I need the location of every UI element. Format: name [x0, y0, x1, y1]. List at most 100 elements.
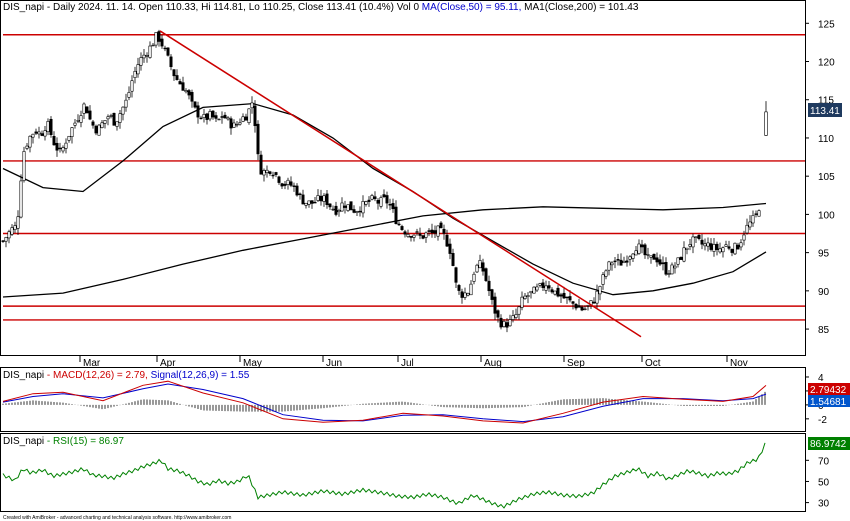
price-y-tick-label: 85 — [818, 325, 830, 336]
candle-body — [703, 243, 707, 247]
candle-body — [424, 232, 428, 238]
candle-body — [259, 154, 263, 175]
rsi-badge: 86.9742 — [808, 437, 850, 450]
candle-body — [463, 292, 467, 298]
candle-body — [232, 122, 236, 128]
candle-body — [532, 286, 536, 294]
candle-body — [382, 194, 386, 198]
candle-body — [337, 210, 341, 213]
candle-body — [247, 108, 251, 123]
candle-body — [295, 185, 299, 196]
candle-body — [352, 209, 356, 213]
candle-body — [472, 273, 476, 282]
candle-body — [25, 145, 29, 149]
price-y-tick-label: 105 — [818, 172, 835, 183]
candle-body — [535, 286, 539, 291]
candle-body — [34, 131, 38, 134]
candle-body — [43, 130, 47, 137]
month-label: Aug — [484, 358, 502, 369]
candle-body — [175, 75, 179, 81]
rsi-header-label: - RSI(15) = 86.97 — [44, 436, 124, 447]
candle-body — [214, 115, 218, 119]
candle-body — [181, 82, 185, 91]
candle-body — [37, 131, 41, 135]
candle-body — [370, 195, 374, 200]
candle-body — [691, 236, 695, 248]
candle-body — [670, 264, 674, 275]
candle-body — [529, 290, 533, 294]
candle-body — [343, 205, 347, 208]
candle-body — [103, 120, 107, 124]
candle-body — [178, 81, 182, 85]
month-label: Oct — [645, 358, 661, 369]
candle-body — [742, 234, 746, 241]
candle-body — [106, 116, 110, 120]
month-labels: Mar Apr May Jun Jul Aug Sep Oct Nov — [79, 355, 748, 369]
candle-body — [616, 259, 620, 261]
candle-body — [169, 56, 173, 68]
macd-y-tick-label: -2 — [818, 415, 827, 426]
candle-body — [580, 306, 584, 311]
candle-body — [277, 176, 281, 183]
moving-averages — [2, 102, 767, 298]
candle-body — [622, 260, 626, 263]
candle-body — [286, 179, 290, 185]
ma50-label: MA(Close,50) = 95.11, — [422, 2, 522, 13]
candle-body — [133, 70, 137, 78]
candle-body — [499, 317, 503, 328]
candle-body — [142, 54, 146, 59]
candle-body — [163, 47, 167, 50]
candle-body — [316, 195, 320, 201]
candle-body — [313, 201, 317, 204]
candle-body — [301, 194, 305, 205]
candle-body — [715, 243, 719, 250]
candle-body — [355, 211, 359, 213]
candlesticks — [1, 29, 768, 333]
candle-body — [613, 260, 617, 263]
candle-body — [496, 310, 500, 318]
candle-body — [283, 183, 287, 186]
candle-body — [697, 234, 701, 239]
candle-body — [307, 200, 311, 205]
candle-body — [346, 204, 350, 211]
candle-body — [439, 222, 443, 229]
candle-body — [241, 116, 245, 122]
candle-body — [328, 203, 332, 208]
candle-body — [379, 197, 383, 207]
candle-body — [58, 147, 62, 150]
candle-body — [598, 286, 602, 295]
candle-body — [40, 133, 44, 136]
candle-body — [727, 246, 731, 249]
candle-body — [607, 261, 611, 271]
candle-body — [541, 282, 545, 288]
candle-body — [49, 118, 53, 135]
candle-body — [112, 112, 116, 126]
price-y-tick-label: 100 — [818, 210, 835, 221]
candle-body — [202, 114, 206, 118]
month-label: Sep — [567, 358, 585, 369]
candle-body — [457, 285, 461, 291]
candle-body — [412, 234, 416, 238]
candle-body — [109, 115, 113, 117]
candle-body — [520, 296, 524, 308]
candle-body — [367, 199, 371, 202]
candle-body — [7, 231, 11, 239]
candle-body — [289, 181, 293, 186]
candle-body — [427, 230, 431, 232]
candle-body — [139, 57, 143, 66]
rsi-y-tick-label: 50 — [818, 477, 830, 488]
candle-body — [148, 45, 152, 58]
candle-body — [652, 253, 656, 260]
candle-body — [595, 290, 599, 304]
candle-body — [430, 229, 434, 234]
price-header: DIS_napi - Daily 2024. 11. 14. Open 110.… — [3, 2, 639, 13]
candle-body — [16, 216, 20, 229]
candle-body — [421, 235, 425, 239]
candle-body — [88, 110, 92, 120]
candle-body — [559, 294, 563, 297]
candle-body — [226, 117, 230, 120]
candle-body — [256, 123, 260, 155]
candle-body — [250, 102, 254, 109]
candle-body — [118, 113, 122, 123]
